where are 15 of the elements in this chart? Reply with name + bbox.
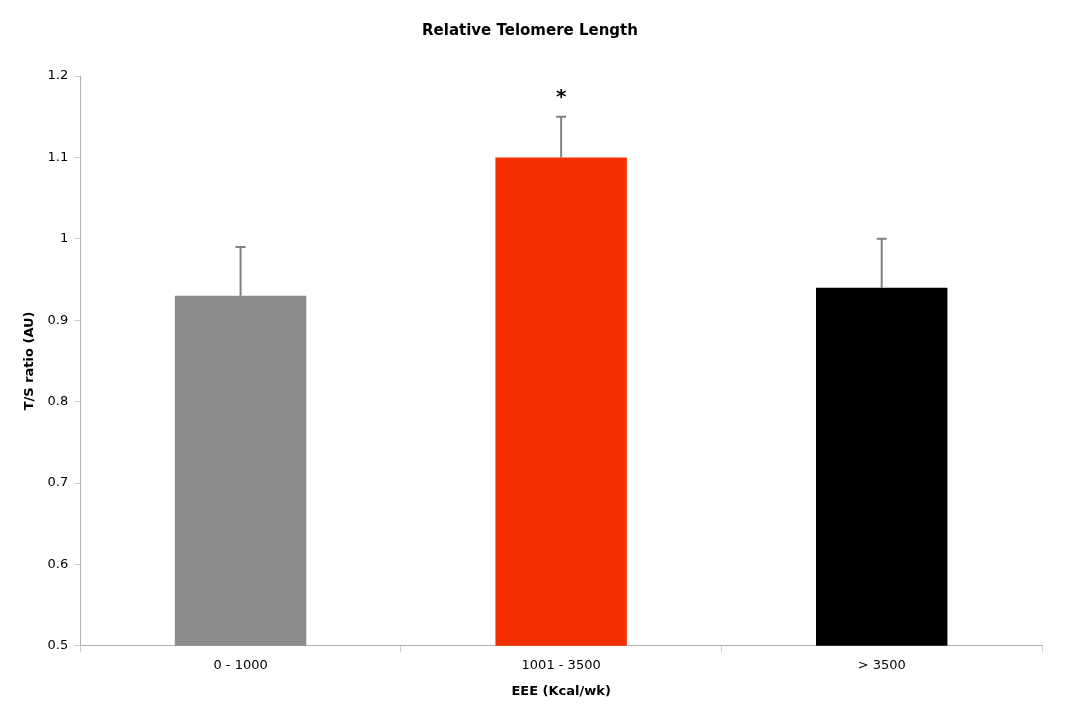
y-tick-label: 1.2: [47, 67, 69, 83]
y-tick-label: 0.8: [47, 392, 69, 408]
y-tick-label: 0.9: [47, 311, 69, 327]
y-tick-label: 0.5: [47, 637, 69, 653]
y-tick-label: 0.6: [47, 555, 69, 571]
chart-title: Relative Telomere Length: [422, 20, 638, 39]
y-tick-label: 0.7: [47, 474, 69, 490]
annotation: *: [555, 84, 567, 109]
y-tick-label: 1.1: [47, 148, 69, 164]
x-axis-title: EEE (Kcal/wk): [511, 682, 611, 698]
x-tick-label: 0 - 1000: [213, 656, 268, 672]
y-axis-title: T/S ratio (AU): [21, 311, 37, 411]
x-tick-label: > 3500: [857, 656, 906, 672]
x-tick-label: 1001 - 3500: [521, 656, 601, 672]
y-tick-label: 1: [59, 230, 69, 246]
